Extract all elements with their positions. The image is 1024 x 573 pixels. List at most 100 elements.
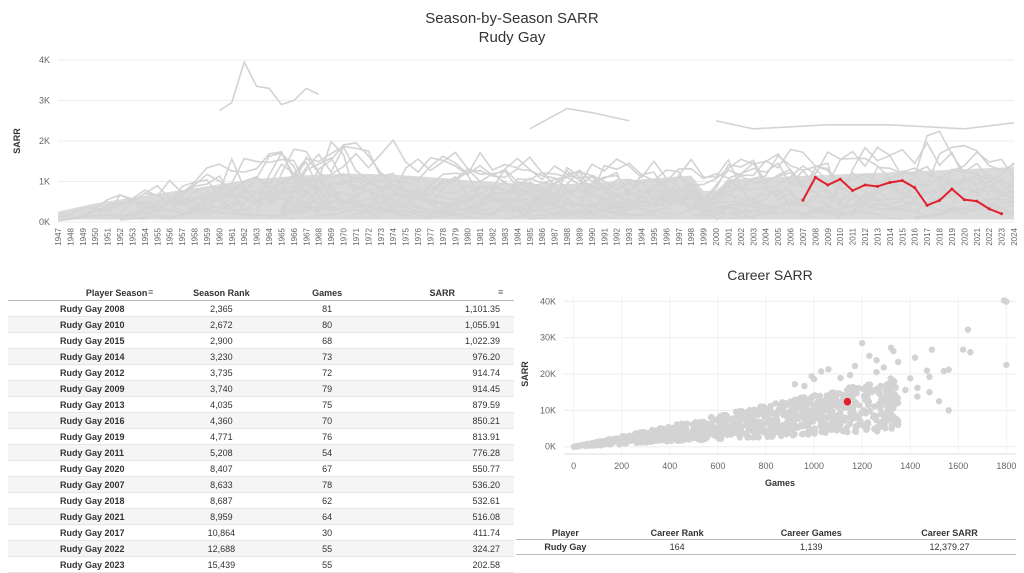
scatter-point[interactable] [865, 420, 872, 428]
scatter-point[interactable] [860, 392, 868, 399]
scatter-point[interactable] [662, 432, 670, 440]
scatter-point[interactable] [673, 424, 681, 432]
scatter-point[interactable] [881, 422, 888, 429]
scatter-point[interactable] [607, 436, 615, 443]
scatter-point[interactable] [914, 384, 921, 392]
scatter-point[interactable] [940, 367, 948, 375]
scatter-point[interactable] [769, 422, 776, 429]
scatter-point[interactable] [866, 352, 873, 360]
scatter-point[interactable] [616, 437, 624, 445]
scatter-point[interactable] [837, 398, 845, 406]
scatter-point[interactable] [776, 429, 783, 437]
highlight-point[interactable] [801, 198, 805, 202]
scatter-point[interactable] [871, 412, 878, 420]
header-player[interactable]: Player [516, 527, 615, 540]
scatter-point[interactable] [845, 390, 853, 397]
scatter-point[interactable] [926, 373, 933, 381]
scatter-point[interactable] [853, 385, 861, 392]
scatter-point[interactable] [923, 367, 931, 374]
scatter-point[interactable] [645, 436, 652, 443]
header-season-rank[interactable]: Season Rank [173, 286, 270, 301]
scatter-point[interactable] [811, 409, 818, 417]
scatter-point[interactable] [677, 432, 684, 439]
scatter-point[interactable] [752, 411, 759, 418]
scatter-point[interactable] [683, 420, 691, 427]
scatter-point[interactable] [836, 390, 843, 397]
scatter-point[interactable] [791, 412, 799, 419]
scatter-point[interactable] [879, 410, 886, 417]
scatter-point[interactable] [722, 411, 729, 419]
highlight-point[interactable] [925, 203, 929, 207]
scatter-point[interactable] [716, 413, 724, 420]
scatter-point[interactable] [722, 419, 729, 426]
header-career-games[interactable]: Career Games [739, 527, 884, 540]
scatter-point[interactable] [766, 405, 773, 412]
scatter-point[interactable] [878, 402, 885, 409]
scatter-point[interactable] [860, 407, 867, 414]
scatter-point[interactable] [848, 385, 855, 392]
scatter-point[interactable] [883, 393, 891, 400]
scatter-point[interactable] [868, 388, 876, 396]
scatter-point[interactable] [964, 326, 972, 333]
scatter-point[interactable] [839, 428, 847, 435]
scatter-point[interactable] [818, 368, 825, 375]
highlight-point[interactable] [875, 184, 879, 188]
scatter-point[interactable] [885, 401, 892, 408]
scatter-point[interactable] [636, 430, 644, 437]
scatter-point[interactable] [786, 426, 793, 433]
highlight-point[interactable] [843, 397, 852, 406]
header-games[interactable]: Games [269, 286, 385, 301]
scatter-point[interactable] [788, 402, 796, 409]
scatter-point[interactable] [750, 419, 757, 426]
scatter-point[interactable] [799, 422, 806, 430]
highlight-point[interactable] [838, 177, 842, 181]
scatter-point[interactable] [907, 375, 914, 382]
scatter-point[interactable] [759, 421, 767, 428]
scatter-point[interactable] [708, 427, 716, 434]
scatter-point[interactable] [837, 409, 844, 416]
highlight-point[interactable] [826, 183, 830, 187]
scatter-point[interactable] [735, 430, 742, 437]
scatter-point[interactable] [890, 404, 897, 411]
scatter-point[interactable] [732, 408, 740, 415]
scatter-point[interactable] [573, 442, 580, 450]
scatter-point[interactable] [682, 425, 689, 432]
scatter-point[interactable] [890, 421, 897, 428]
highlight-point[interactable] [900, 179, 904, 183]
scatter-point[interactable] [778, 404, 785, 411]
scatter-point[interactable] [816, 392, 824, 400]
scatter-point[interactable] [651, 437, 658, 444]
scatter-point[interactable] [882, 382, 890, 389]
header-career-rank[interactable]: Career Rank [614, 527, 740, 540]
scatter-point[interactable] [902, 386, 909, 394]
scatter-point[interactable] [858, 339, 866, 347]
scatter-point[interactable] [695, 434, 702, 441]
highlight-point[interactable] [913, 186, 917, 190]
scatter-point[interactable] [799, 394, 806, 401]
scatter-point[interactable] [810, 375, 818, 383]
highlight-point[interactable] [851, 189, 855, 193]
scatter-point[interactable] [768, 433, 776, 440]
scatter-point[interactable] [945, 407, 952, 414]
scatter-point[interactable] [638, 437, 645, 444]
scatter-point[interactable] [628, 435, 636, 442]
scatter-point[interactable] [818, 411, 826, 419]
scatter-point[interactable] [830, 389, 837, 396]
scatter-point[interactable] [846, 371, 854, 379]
scatter-point[interactable] [959, 346, 967, 353]
scatter-point[interactable] [850, 402, 857, 410]
scatter-point[interactable] [673, 436, 680, 444]
scatter-point[interactable] [880, 364, 887, 371]
scatter-point[interactable] [876, 387, 883, 394]
scatter-point[interactable] [729, 428, 736, 435]
scatter-point[interactable] [827, 414, 834, 421]
scatter-point[interactable] [843, 424, 851, 431]
highlight-point[interactable] [962, 198, 966, 202]
scatter-point[interactable] [926, 388, 933, 396]
scatter-point[interactable] [855, 413, 862, 420]
scatter-point[interactable] [805, 421, 812, 428]
scatter-point[interactable] [853, 390, 860, 397]
scatter-point[interactable] [742, 409, 749, 417]
scatter-point[interactable] [734, 416, 741, 424]
scatter-point[interactable] [837, 374, 844, 382]
